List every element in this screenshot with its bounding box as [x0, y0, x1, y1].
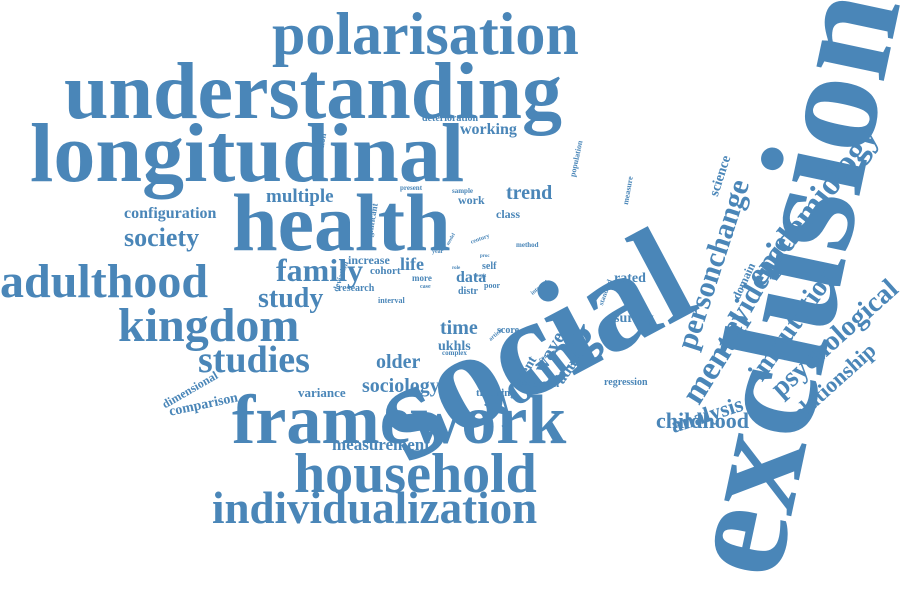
word-woman: woman [522, 376, 560, 390]
word-century: century [470, 233, 491, 246]
word-older: older [376, 351, 421, 373]
word-role: role [452, 266, 461, 271]
word-distr: distr [458, 286, 478, 297]
word-understanding: understanding [64, 48, 562, 136]
word-adulthood: adulthood [0, 255, 209, 308]
word-sociology: sociology [362, 375, 440, 397]
word-measure: measure [621, 175, 635, 206]
word-household: household [294, 443, 537, 505]
word-increase: increase [348, 253, 390, 267]
word-multiple: multiple [266, 186, 334, 207]
word-work: work [458, 193, 485, 207]
word-present: present [400, 184, 423, 192]
word-result: result [474, 274, 487, 279]
word-studies: studies [198, 339, 310, 381]
word-class: class [496, 207, 520, 221]
word-measurement: measurement [332, 435, 430, 454]
word-life: life [400, 254, 424, 274]
word-trend: trend [506, 182, 553, 204]
word-score: score [497, 325, 520, 336]
word-individualization: individualization [212, 483, 538, 533]
word-kingdom: kingdom [118, 299, 300, 352]
word-interval: interval [378, 296, 405, 305]
word-survey: survey [614, 311, 654, 326]
word-working: working [460, 121, 517, 138]
word-configuration: configuration [124, 205, 217, 222]
word-deterioration: deterioration [422, 113, 479, 124]
word-data: data [456, 269, 487, 286]
word-polarisation: polarisation [272, 1, 579, 67]
word-thinking: thinking [476, 387, 516, 399]
word-complex: complex [442, 349, 467, 357]
word-family: family [276, 252, 364, 288]
word-society: society [124, 223, 200, 252]
word-cohort: cohort [370, 265, 401, 277]
word-longitudinal: longitudinal [30, 107, 465, 200]
word-self: self [482, 261, 497, 272]
word-case: case [420, 284, 431, 290]
word-more: more [412, 273, 432, 283]
word-time: time [440, 317, 478, 339]
word-population: population [568, 139, 585, 178]
word-research: research [338, 283, 375, 294]
word-ukhls: ukhls [438, 339, 471, 354]
word-sample: sample [452, 187, 473, 195]
word-health: health [232, 177, 451, 268]
word-year: year [432, 249, 444, 255]
word-regression: regression [604, 377, 648, 388]
word-rated: rated [614, 271, 646, 286]
word-poor: poor [484, 281, 500, 290]
word-proc: proc [480, 254, 490, 259]
word-variance: variance [298, 385, 346, 400]
word-study: study [258, 283, 324, 314]
word-method: method [516, 241, 539, 249]
word-framework: framework [232, 382, 567, 459]
word-childhood: childhood [656, 408, 749, 433]
